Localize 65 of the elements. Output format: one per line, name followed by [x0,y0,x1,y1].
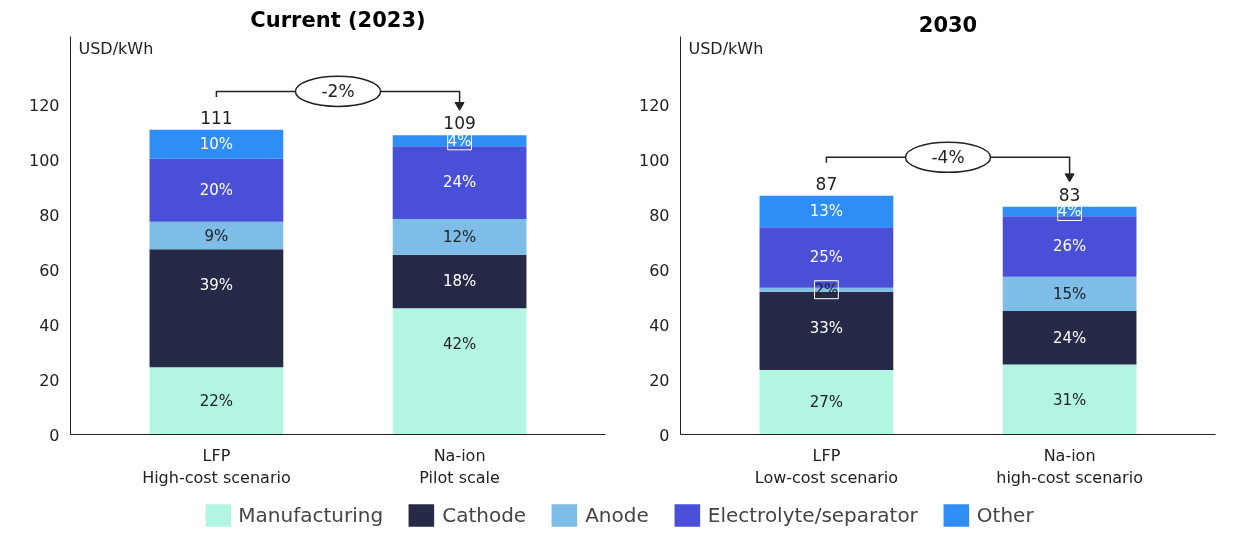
annotation: 10% [199,135,234,154]
y-tick-label: 20 [39,370,60,390]
annotation: 24% [1052,328,1087,347]
total-label: 111 [200,107,233,128]
bar [392,308,527,435]
annotation: -2% [321,81,355,102]
bar [759,370,894,435]
bar [149,367,284,435]
bar [149,158,284,222]
y-tick-label: 100 [28,151,60,171]
bar [759,195,894,228]
annotation: 15% [1052,284,1087,303]
bar [149,129,284,159]
y-tick-label: 40 [39,315,60,335]
annotation: 12% [442,227,477,246]
annotation: 9% [204,226,229,245]
y-tick-label: 0 [49,425,60,445]
x-tick-label: Na-ion high-cost scenario [996,445,1143,488]
annotation: 27% [809,393,844,412]
y-axis-title: USD/kWh [688,38,764,58]
annotation: 42% [442,335,477,354]
annotation: 33% [809,318,844,337]
legend-label: Manufacturing [238,503,384,527]
x-tick-label: LFP Low-cost scenario [754,445,899,488]
bar [1002,364,1137,435]
legend-label: Anode [585,503,649,527]
bar [392,254,527,309]
bar [149,221,284,250]
legend-label: Electrolyte/separator [707,503,918,527]
y-tick-label: 80 [649,205,670,225]
bar [149,249,284,368]
bar [392,219,527,255]
y-tick-label: 0 [659,425,670,445]
chart-title: Current (2023) [250,7,426,32]
bar [1002,276,1137,311]
y-tick-label: 100 [638,151,670,171]
y-tick-label: 80 [39,205,60,225]
annotation: 31% [1052,390,1087,409]
annotation: 25% [809,248,844,267]
bar [1002,310,1137,365]
y-axis-title: USD/kWh [78,38,154,58]
annotation: 18% [442,272,477,291]
bar [392,146,527,220]
legend-label: Cathode [442,503,527,527]
y-tick-label: 20 [649,370,670,390]
x-tick-label: Na-ion Pilot scale [419,445,500,488]
annotation: 39% [199,276,234,295]
x-tick-label: LFP High-cost scenario [142,445,291,488]
annotation: 13% [809,202,844,221]
y-tick-label: 120 [638,96,670,116]
bar [1002,216,1137,277]
annotation: -4% [931,147,965,168]
total-label: 83 [1058,184,1081,205]
legend-label: Other [976,503,1034,527]
annotation: 26% [1052,237,1087,256]
y-tick-label: 60 [649,260,670,280]
annotation: 20% [199,181,234,200]
total-label: 109 [443,113,476,134]
chart-title: 2030 [918,12,978,37]
total-label: 87 [815,173,838,194]
y-tick-label: 120 [28,96,60,116]
annotation: 24% [442,173,477,192]
annotation: 22% [199,391,234,410]
y-tick-label: 60 [39,260,60,280]
y-tick-label: 40 [649,315,670,335]
